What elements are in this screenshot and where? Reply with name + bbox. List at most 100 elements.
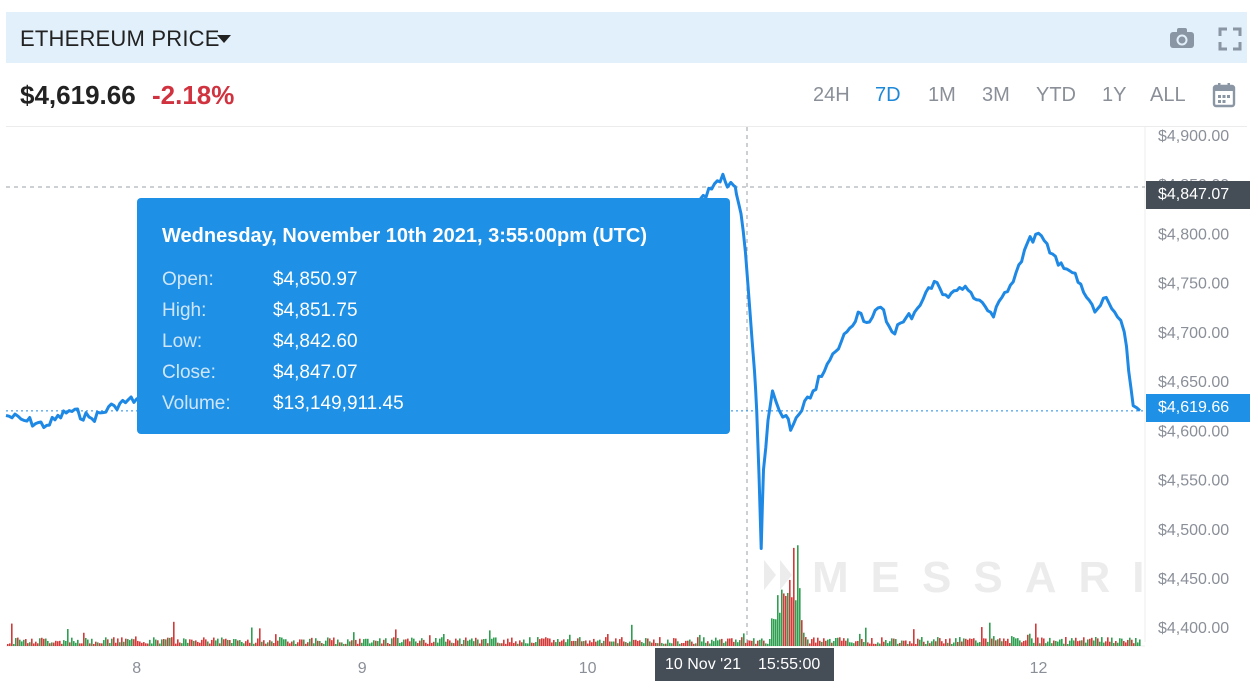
volume-bar	[231, 643, 233, 646]
volume-bar	[1115, 640, 1117, 646]
volume-bar	[71, 637, 73, 646]
volume-bar	[9, 643, 11, 646]
range-all[interactable]: ALL	[1150, 84, 1186, 106]
volume-bar	[347, 639, 349, 646]
volume-bar	[331, 640, 333, 646]
volume-bar	[605, 637, 607, 646]
volume-bar	[35, 641, 37, 646]
y-tick-label: $4,900.00	[1158, 128, 1229, 145]
volume-bar	[481, 639, 483, 646]
tooltip-label-volume: Volume:	[162, 393, 231, 414]
volume-bar	[345, 643, 347, 646]
volume-bar	[1111, 637, 1113, 646]
calendar-icon[interactable]	[1212, 82, 1236, 108]
volume-bar	[1003, 638, 1005, 646]
volume-bar	[953, 642, 955, 646]
volume-bar	[609, 641, 611, 646]
range-24h[interactable]: 24H	[813, 84, 850, 106]
volume-bar	[905, 640, 907, 646]
volume-bar	[1107, 637, 1109, 646]
chart-title[interactable]: ETHEREUM PRICE	[20, 26, 220, 51]
volume-bar	[967, 639, 969, 646]
fullscreen-icon[interactable]	[1218, 27, 1242, 51]
volume-bar	[521, 642, 523, 646]
volume-bar	[793, 547, 795, 646]
volume-bar	[137, 640, 139, 646]
range-3m[interactable]: 3M	[982, 84, 1010, 106]
crosshair-time: 15:55:00	[758, 656, 821, 673]
volume-bar	[179, 642, 181, 646]
volume-bar	[47, 640, 49, 646]
range-1m[interactable]: 1M	[928, 84, 956, 106]
volume-bar	[393, 637, 395, 646]
volume-bar	[299, 639, 301, 646]
range-7d[interactable]: 7D	[875, 84, 901, 106]
volume-bar	[615, 638, 617, 646]
volume-bar	[263, 640, 265, 646]
volume-bar	[221, 637, 223, 646]
volume-bar	[235, 639, 237, 646]
volume-bar	[1079, 640, 1081, 646]
volume-bar	[639, 640, 641, 646]
volume-bar	[233, 639, 235, 646]
volume-bar	[121, 637, 123, 646]
volume-bar	[607, 634, 609, 646]
y-tick-label: $4,600.00	[1158, 423, 1229, 440]
volume-bar	[1073, 640, 1075, 646]
volume-bar	[923, 641, 925, 646]
volume-bar	[917, 638, 919, 646]
volume-bar	[171, 637, 173, 646]
range-1y[interactable]: 1Y	[1102, 84, 1127, 106]
volume-bar	[821, 641, 823, 646]
chevron-down-icon[interactable]	[217, 35, 231, 43]
volume-bar	[857, 640, 859, 646]
volume-bar	[211, 639, 213, 646]
volume-bar	[761, 638, 763, 646]
volume-bar	[195, 640, 197, 646]
volume-bar	[337, 639, 339, 646]
volume-bar	[1031, 638, 1033, 646]
volume-bar	[833, 641, 835, 646]
volume-bar	[197, 641, 199, 646]
volume-bar	[397, 638, 399, 646]
volume-bar	[881, 637, 883, 646]
volume-bar	[1049, 637, 1051, 646]
volume-bar	[243, 643, 245, 646]
volume-bar	[629, 641, 631, 646]
volume-bar	[561, 640, 563, 646]
volume-bar	[101, 643, 103, 646]
volume-bar	[957, 641, 959, 646]
volume-bar	[15, 638, 17, 646]
range-ytd[interactable]: YTD	[1036, 84, 1076, 106]
volume-bar	[999, 638, 1001, 646]
volume-bar	[751, 640, 753, 646]
volume-bar	[529, 637, 531, 646]
volume-bar	[1013, 637, 1015, 646]
volume-bar	[307, 642, 309, 646]
volume-bar	[17, 637, 19, 646]
volume-bar	[545, 637, 547, 646]
volume-bar	[335, 643, 337, 646]
volume-bar	[61, 643, 63, 646]
camera-icon[interactable]	[1169, 27, 1195, 49]
volume-bar	[557, 639, 559, 646]
volume-bar	[57, 641, 59, 646]
volume-bar	[291, 641, 293, 646]
x-tick-label: 9	[358, 660, 367, 677]
volume-bar	[737, 642, 739, 646]
volume-bar	[155, 639, 157, 646]
volume-bar	[515, 641, 517, 646]
volume-bar	[385, 638, 387, 646]
volume-bar	[915, 643, 917, 646]
volume-bar	[77, 639, 79, 646]
volume-bar	[893, 638, 895, 646]
volume-bar	[797, 545, 799, 646]
volume-bar	[201, 639, 203, 646]
volume-bar	[939, 638, 941, 646]
volume-bar	[379, 638, 381, 646]
volume-bar	[601, 643, 603, 646]
volume-bar	[655, 642, 657, 646]
volume-bar	[219, 643, 221, 646]
volume-bar	[941, 641, 943, 646]
volume-bar	[535, 642, 537, 646]
